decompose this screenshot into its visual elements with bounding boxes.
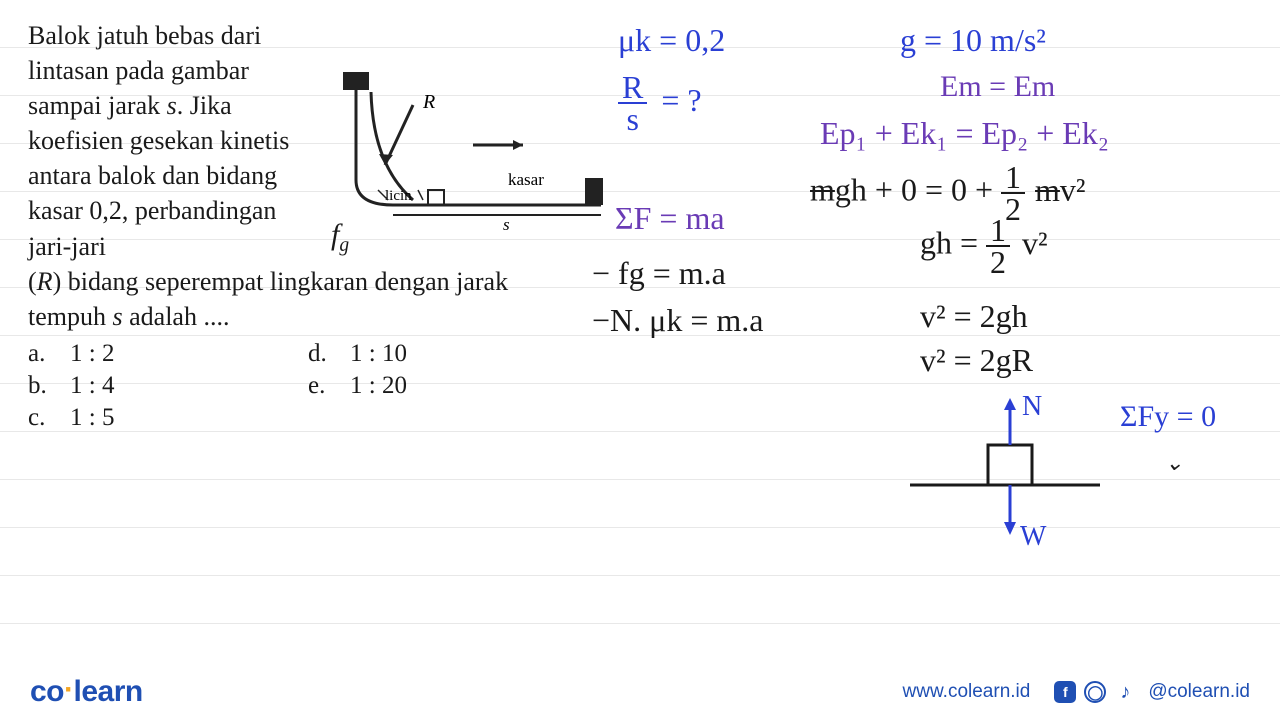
- hw-muk: μk = 0,2: [618, 22, 725, 59]
- hw-sigmaFy: ΣFy = 0: [1120, 400, 1216, 434]
- hw-g: g = 10 m/s²: [900, 22, 1046, 59]
- tiktok-icon: ♪: [1114, 681, 1136, 703]
- answer-options: a.1 : 2 d.1 : 10 b.1 : 4 e.1 : 20 c.1 : …: [28, 340, 588, 432]
- hw-sigmaF: ΣF = ma: [615, 200, 725, 237]
- problem-text-wrapped: Balok jatuh bebas dari lintasan pada gam…: [28, 18, 293, 264]
- hw-ratio: Rs = ?: [618, 72, 702, 135]
- hw-energy: Ep₁ + Ek₁ = Ep₂ + Ek₂: [820, 115, 1109, 152]
- svg-text:W: W: [1020, 521, 1047, 550]
- annot-fg: fg: [331, 218, 349, 257]
- option-e: e.1 : 20: [308, 372, 588, 400]
- hw-v2gh: v² = 2gh: [920, 298, 1028, 335]
- problem-text-full: (R) bidang seperempat lingkaran dengan j…: [28, 264, 588, 334]
- hw-em: Em = Em: [940, 70, 1055, 104]
- social-icons: f ◯ ♪ @colearn.id: [1054, 681, 1250, 703]
- svg-text:N: N: [1022, 391, 1042, 422]
- option-c: c.1 : 5: [28, 404, 308, 432]
- brand-logo: co·learn: [30, 675, 143, 709]
- free-body-diagram: N W: [910, 390, 1110, 555]
- physics-diagram: R licin kasar s: [323, 70, 613, 230]
- hw-Nmuk: −N. μk = m.a: [592, 302, 763, 339]
- problem-block: Balok jatuh bebas dari lintasan pada gam…: [28, 18, 588, 432]
- footer-bar: co·learn www.colearn.id f ◯ ♪ @colearn.i…: [0, 664, 1280, 720]
- hw-gh: gh = 12 v²: [920, 215, 1048, 278]
- diagram-label-kasar: kasar: [508, 170, 544, 189]
- diagram-label-licin: licin: [385, 188, 412, 204]
- diagram-label-s: s: [503, 215, 510, 230]
- social-handle: @colearn.id: [1148, 681, 1250, 703]
- hw-scribble: ⌄: [1165, 450, 1183, 476]
- diagram-label-R: R: [422, 91, 435, 113]
- hw-fg-eq: − fg = m.a: [592, 255, 726, 292]
- instagram-icon: ◯: [1084, 681, 1106, 703]
- option-d: d.1 : 10: [308, 340, 588, 368]
- option-b: b.1 : 4: [28, 372, 308, 400]
- hw-v2gR: v² = 2gR: [920, 342, 1033, 379]
- option-a: a.1 : 2: [28, 340, 308, 368]
- footer-url: www.colearn.id: [903, 681, 1031, 703]
- facebook-icon: f: [1054, 681, 1076, 703]
